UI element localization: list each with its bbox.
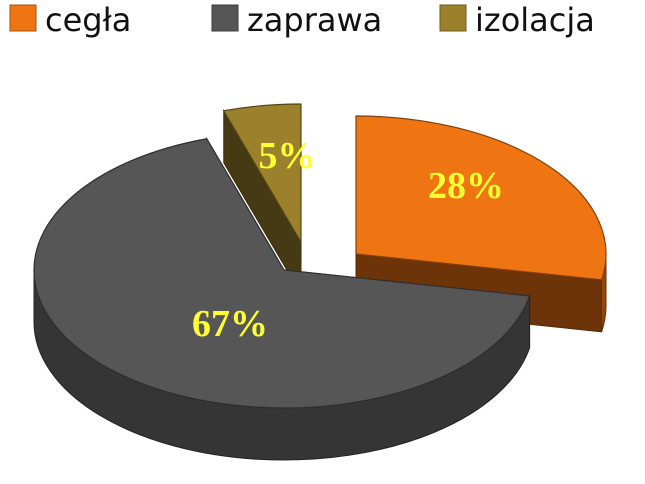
data-labels: 28% 67% 5% xyxy=(192,135,504,345)
legend-item-zaprawa: zaprawa xyxy=(211,1,382,39)
legend-swatch-cegla xyxy=(9,4,37,32)
legend-swatch-izolacja xyxy=(439,4,467,32)
legend-item-cegla: cegła xyxy=(9,1,131,39)
legend-item-izolacja: izolacja xyxy=(439,1,595,39)
legend-swatch-zaprawa xyxy=(211,4,239,32)
legend-label-cegla: cegła xyxy=(45,1,131,39)
slice-top-zaprawa xyxy=(33,138,531,409)
slice-zaprawa xyxy=(33,136,531,461)
data-label-izolacja: 5% xyxy=(259,135,316,177)
slice-izolacja xyxy=(222,103,302,296)
data-label-cegla: 28% xyxy=(428,165,504,207)
legend-label-izolacja: izolacja xyxy=(475,1,595,39)
chart-legend: cegła zaprawa izolacja xyxy=(9,1,595,39)
pie-slices xyxy=(33,103,607,461)
data-label-zaprawa: 67% xyxy=(192,303,268,345)
slice-top-cegla xyxy=(355,115,607,281)
legend-label-zaprawa: zaprawa xyxy=(247,1,382,39)
slice-top-izolacja xyxy=(222,103,302,245)
